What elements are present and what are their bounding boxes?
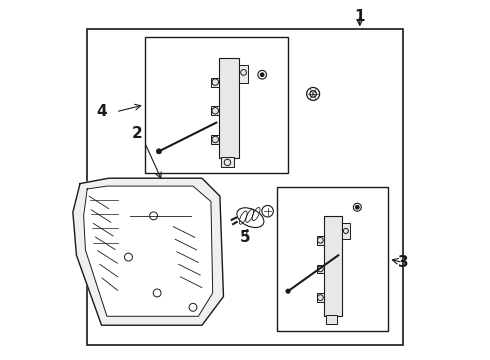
Bar (277, 187, 389, 330)
Bar (219, 58, 239, 158)
Polygon shape (73, 178, 223, 325)
Bar (342, 223, 350, 239)
Text: 1: 1 (354, 9, 365, 24)
Bar (324, 216, 342, 316)
Bar (211, 78, 219, 87)
Circle shape (356, 206, 359, 209)
Text: 3: 3 (397, 255, 408, 270)
Bar (317, 293, 324, 302)
Text: 4: 4 (96, 104, 107, 120)
Bar (239, 65, 248, 83)
Bar (221, 157, 234, 167)
Ellipse shape (237, 208, 264, 228)
Bar (211, 135, 219, 144)
Text: 5: 5 (240, 230, 250, 245)
Bar (326, 315, 337, 324)
Bar (211, 107, 219, 116)
Bar (145, 37, 288, 173)
Bar (317, 265, 324, 273)
Bar (317, 236, 324, 244)
Circle shape (260, 73, 264, 77)
Ellipse shape (262, 206, 273, 217)
Circle shape (286, 289, 290, 293)
Polygon shape (84, 186, 213, 316)
Text: 2: 2 (132, 126, 143, 140)
Circle shape (156, 149, 161, 154)
Bar (87, 30, 403, 345)
